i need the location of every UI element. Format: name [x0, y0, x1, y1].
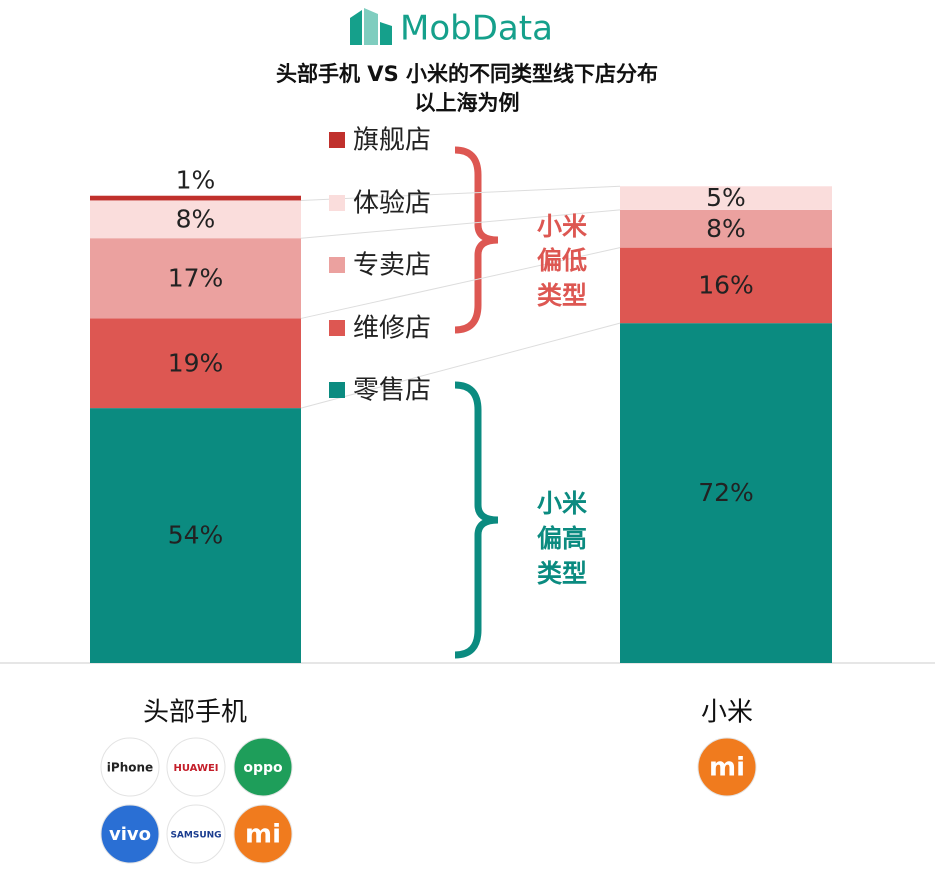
annotation: 类型 [537, 281, 587, 310]
legend-swatch [329, 132, 345, 148]
chart-title: 头部手机 VS 小米的不同类型线下店分布 [276, 62, 658, 86]
brace-high [454, 381, 499, 659]
annotation: 偏低 [537, 246, 587, 275]
bar-segment [90, 318, 301, 409]
legend-swatch [329, 320, 345, 336]
data-label: 16% [698, 270, 754, 299]
bar-segment [620, 186, 832, 210]
legend-label: 维修店 [353, 314, 431, 344]
data-label: 19% [168, 348, 224, 377]
data-label: 8% [706, 214, 746, 243]
brand-logo-text: oppo [243, 760, 283, 776]
legend-label: 零售店 [353, 376, 431, 406]
data-label: 17% [168, 263, 224, 292]
bar-segment [620, 323, 832, 663]
brand-logo-text: vivo [109, 824, 151, 845]
legend-swatch [329, 382, 345, 398]
legend-label: 旗舰店 [353, 126, 431, 156]
brand: MobData [400, 9, 553, 49]
bar-segment [620, 209, 832, 248]
legend-swatch [329, 195, 345, 211]
data-label: 5% [706, 183, 746, 212]
data-label: 72% [698, 478, 754, 507]
annotation: 小米 [537, 489, 588, 518]
legend-label: 体验店 [353, 189, 431, 219]
bar-segment [90, 238, 301, 319]
legend-label: 专卖店 [353, 251, 431, 281]
brand-logo-text: SAMSUNG [170, 831, 221, 841]
data-label: 54% [168, 521, 224, 550]
connector [300, 185, 621, 201]
connector [300, 209, 621, 239]
annotation: 类型 [537, 559, 587, 588]
x-tick-label: 小米 [701, 698, 753, 728]
chart-subtitle: 以上海为例 [415, 91, 520, 115]
brand-logo [166, 737, 226, 797]
data-label: 1% [176, 166, 216, 195]
data-label: 8% [176, 204, 216, 233]
bar-segment [90, 195, 301, 201]
brand-logo [697, 737, 757, 797]
connector [300, 322, 621, 409]
bar-segment [90, 200, 301, 239]
brand-logo [100, 737, 160, 797]
brand-logo [233, 737, 293, 797]
annotation: 小米 [537, 212, 588, 241]
brand-icon [350, 8, 392, 45]
brace-low [454, 146, 499, 334]
brand-logo [166, 804, 226, 864]
annotation: 偏高 [537, 524, 587, 553]
brand-logo-text: mi [245, 820, 281, 850]
brand-logo-text: HUAWEI [173, 763, 218, 774]
brand-logo-text: iPhone [107, 761, 153, 775]
brand-logo-text: mi [709, 753, 745, 783]
bar-segment [620, 247, 832, 324]
x-tick-label: 头部手机 [143, 698, 247, 728]
legend-swatch [329, 257, 345, 273]
bar-segment [90, 408, 301, 663]
connector [300, 247, 621, 319]
brand-logo [100, 804, 160, 864]
brand-logo [233, 804, 293, 864]
